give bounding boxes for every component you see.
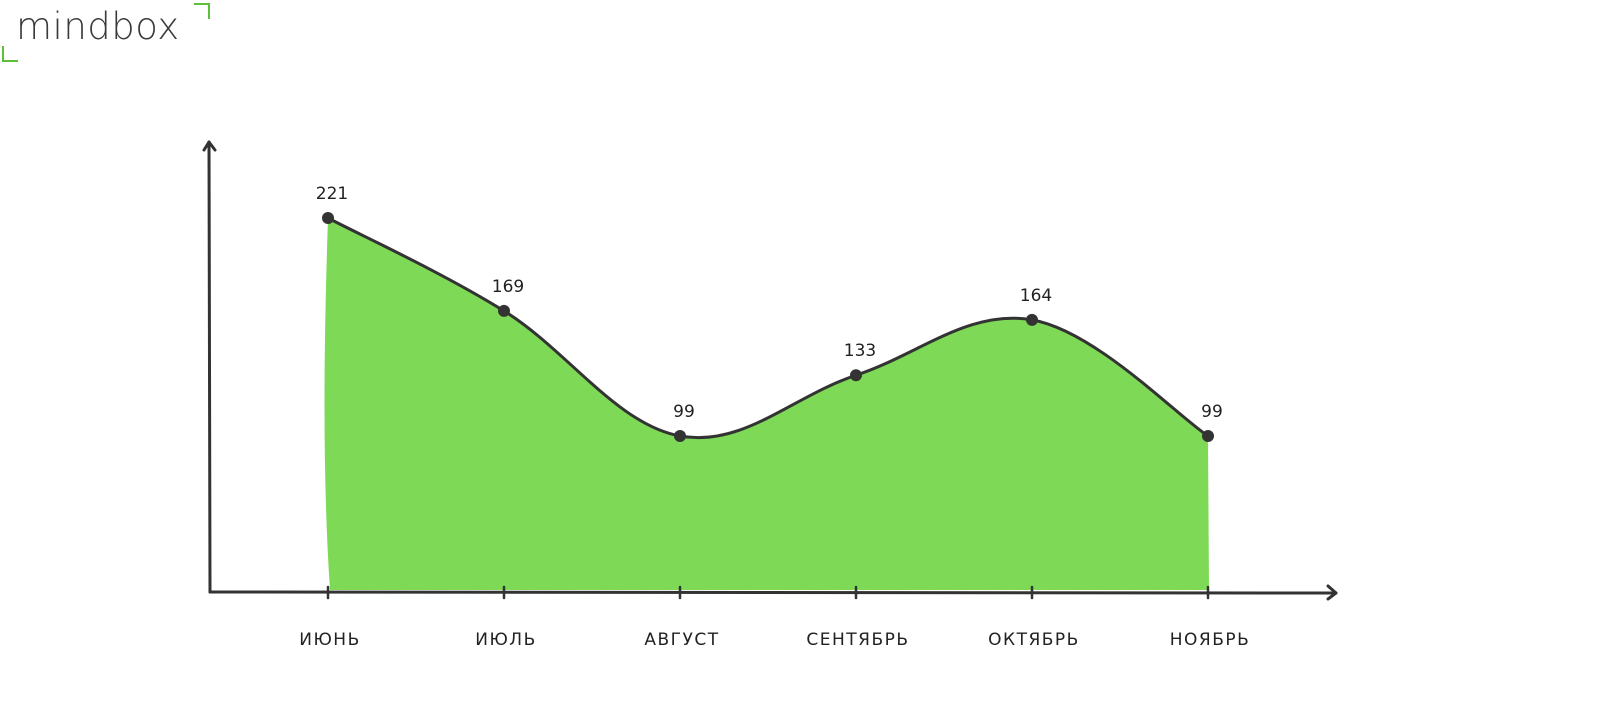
area-fill [324,218,1209,590]
data-point [498,304,510,317]
data-point [322,212,334,224]
x-ticks [326,585,1210,600]
y-axis-arrow [202,140,217,152]
data-label: 164 [1020,286,1052,306]
data-label: 99 [1201,402,1223,422]
x-tick-label: СЕНТЯБРЬ [806,630,909,650]
x-tick-label: ИЮНЬ [299,630,361,650]
series-line [326,216,1210,440]
data-label: 133 [844,341,876,361]
x-axis [208,584,1338,601]
logo: mindbox [0,0,220,70]
data-point [1202,430,1214,442]
data-label: 99 [673,402,695,422]
y-axis [202,140,217,594]
data-label: 169 [492,277,524,297]
data-point [1026,313,1038,326]
data-point [850,369,862,382]
data-points [322,212,1214,442]
x-axis-line [208,590,1338,595]
x-tick-label: АВГУСТ [644,630,719,650]
x-tick-label: НОЯБРЬ [1170,630,1251,650]
y-axis-line [207,140,212,594]
x-tick-label: ИЮЛЬ [475,630,537,650]
x-tick-label: ОКТЯБРЬ [988,630,1080,650]
logo-text: mindbox [16,5,180,48]
data-label: 221 [316,184,348,204]
x-axis-arrow [1326,584,1338,601]
logo-corner-bottom-left [2,46,18,62]
logo-corner-top-right [194,3,210,19]
tick-labels: ИЮНЬ ИЮЛЬ АВГУСТ СЕНТЯБРЬ ОКТЯБРЬ НОЯБРЬ [299,630,1251,650]
data-point [674,430,686,442]
value-labels: 221 169 99 133 164 99 [316,184,1223,422]
